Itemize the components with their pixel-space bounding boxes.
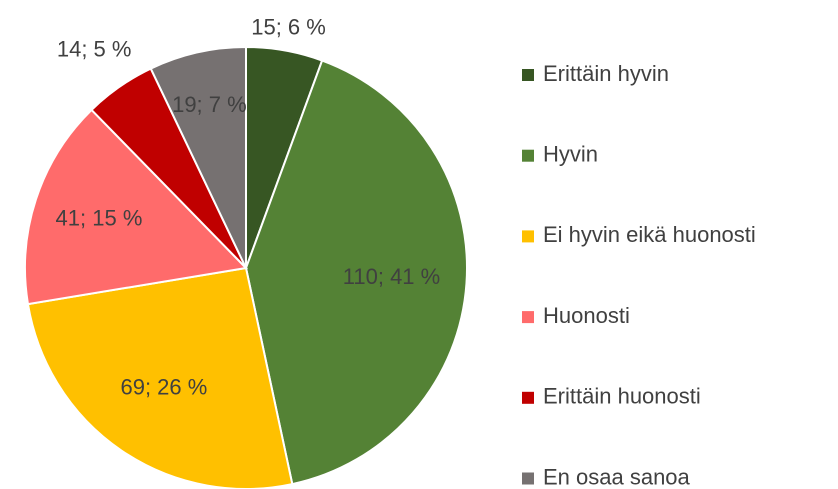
legend-label: Erittäin hyvin <box>543 61 669 86</box>
legend-swatch <box>522 69 534 81</box>
legend-swatch <box>522 149 534 162</box>
pie-slice <box>24 108 249 306</box>
legend-swatch <box>522 311 534 324</box>
legend-label: Hyvin <box>543 142 598 167</box>
legend-label: Huonosti <box>543 303 630 328</box>
data-label: 14; 5 % <box>57 36 132 61</box>
legend-swatch <box>522 230 534 243</box>
data-label: 15; 6 % <box>251 14 326 39</box>
data-label: 110; 41 % <box>343 264 440 289</box>
legend-label: En osaa sanoa <box>543 464 691 489</box>
pie-slice <box>149 45 247 269</box>
data-label: 19; 7 % <box>172 92 247 117</box>
legend-swatch <box>522 391 534 404</box>
data-label: 69; 26 % <box>120 374 207 399</box>
legend-label: Erittäin huonosti <box>543 384 701 409</box>
pie-slice <box>244 59 468 486</box>
legend-swatch <box>522 472 534 485</box>
legend-label: Ei hyvin eikä huonosti <box>543 222 756 247</box>
data-label: 41; 15 % <box>56 206 143 231</box>
